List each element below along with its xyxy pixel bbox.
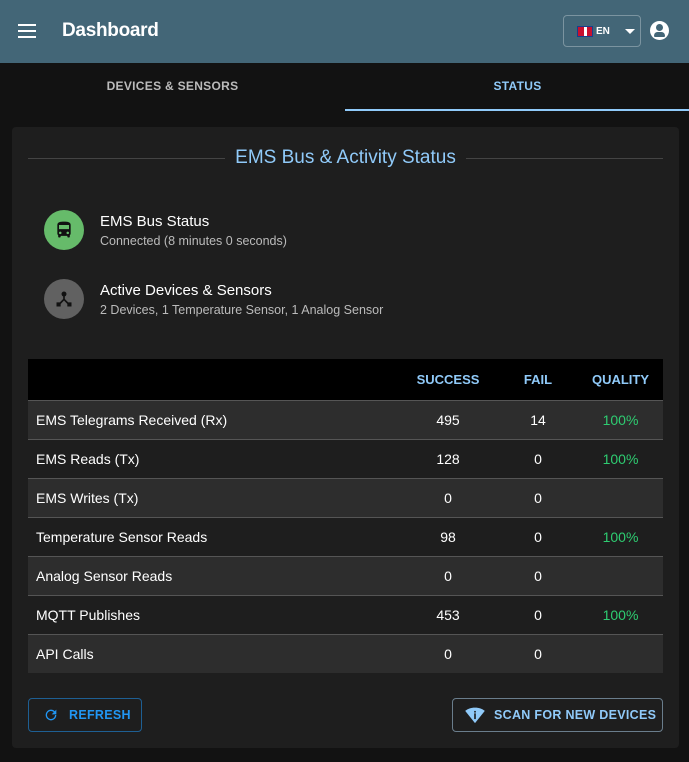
- row-success: 128: [398, 438, 498, 478]
- row-name: EMS Telegrams Received (Rx): [28, 399, 398, 439]
- stats-table: SUCCESS FAIL QUALITY EMS Telegrams Recei…: [28, 359, 663, 673]
- ems-bus-status-item: EMS Bus Status Connected (8 minutes 0 se…: [44, 210, 287, 250]
- bus-icon: [44, 210, 84, 250]
- table-row: API Calls 0 0: [28, 633, 663, 673]
- section-title: EMS Bus & Activity Status: [235, 147, 456, 168]
- item-title: Active Devices & Sensors: [100, 281, 272, 299]
- row-fail: 0: [498, 555, 578, 595]
- refresh-icon: [45, 709, 57, 721]
- row-name: Temperature Sensor Reads: [28, 516, 398, 556]
- row-quality: [578, 555, 663, 595]
- col-header-name: [28, 359, 398, 400]
- row-fail: 0: [498, 477, 578, 517]
- row-quality: 100%: [578, 594, 663, 634]
- status-card: EMS Bus & Activity Status EMS Bus Status…: [12, 127, 679, 748]
- scan-devices-button[interactable]: SCAN FOR NEW DEVICES: [452, 698, 663, 732]
- item-subtitle: 2 Devices, 1 Temperature Sensor, 1 Analo…: [100, 302, 384, 317]
- account-icon[interactable]: [650, 21, 669, 40]
- scan-label: SCAN FOR NEW DEVICES: [494, 708, 657, 722]
- device-hub-icon: [44, 279, 84, 319]
- item-title: EMS Bus Status: [100, 212, 210, 230]
- row-name: API Calls: [28, 633, 398, 673]
- row-success: 0: [398, 477, 498, 517]
- row-success: 0: [398, 633, 498, 673]
- row-fail: 0: [498, 594, 578, 634]
- row-quality: [578, 477, 663, 517]
- row-fail: 14: [498, 399, 578, 439]
- table-row: MQTT Publishes 453 0 100%: [28, 594, 663, 634]
- row-fail: 0: [498, 516, 578, 556]
- col-header-fail: FAIL: [498, 359, 578, 400]
- col-header-success: SUCCESS: [398, 359, 498, 400]
- refresh-label: REFRESH: [69, 708, 131, 722]
- row-quality: 100%: [578, 516, 663, 556]
- language-select[interactable]: EN: [563, 15, 641, 47]
- active-devices-item: Active Devices & Sensors 2 Devices, 1 Te…: [44, 279, 383, 319]
- row-quality: 100%: [578, 399, 663, 439]
- row-fail: 0: [498, 438, 578, 478]
- table-row: EMS Telegrams Received (Rx) 495 14 100%: [28, 399, 663, 439]
- row-name: MQTT Publishes: [28, 594, 398, 634]
- row-success: 0: [398, 555, 498, 595]
- wifi-info-icon: [465, 707, 485, 724]
- row-fail: 0: [498, 633, 578, 673]
- row-quality: [578, 633, 663, 673]
- row-success: 495: [398, 399, 498, 439]
- row-name: Analog Sensor Reads: [28, 555, 398, 595]
- item-subtitle: Connected (8 minutes 0 seconds): [100, 233, 287, 248]
- col-header-quality: QUALITY: [578, 359, 663, 400]
- caret-down-icon: [624, 28, 635, 34]
- tab-bar: DEVICES & SENSORS STATUS: [0, 63, 689, 111]
- table-row: Temperature Sensor Reads 98 0 100%: [28, 516, 663, 556]
- page-title: Dashboard: [62, 20, 159, 41]
- row-name: EMS Writes (Tx): [28, 477, 398, 517]
- language-label: EN: [596, 25, 610, 37]
- menu-icon[interactable]: [18, 24, 36, 38]
- tab-devices-sensors[interactable]: DEVICES & SENSORS: [106, 79, 239, 93]
- row-name: EMS Reads (Tx): [28, 438, 398, 478]
- row-quality: 100%: [578, 438, 663, 478]
- row-success: 453: [398, 594, 498, 634]
- uk-flag-icon: [577, 25, 593, 37]
- table-row: EMS Writes (Tx) 0 0: [28, 477, 663, 517]
- section-header: EMS Bus & Activity Status: [28, 145, 664, 171]
- table-row: EMS Reads (Tx) 128 0 100%: [28, 438, 663, 478]
- table-row: Analog Sensor Reads 0 0: [28, 555, 663, 595]
- tab-status[interactable]: STATUS: [345, 63, 689, 111]
- refresh-button[interactable]: REFRESH: [28, 698, 142, 732]
- row-success: 98: [398, 516, 498, 556]
- app-bar: Dashboard EN: [0, 0, 689, 63]
